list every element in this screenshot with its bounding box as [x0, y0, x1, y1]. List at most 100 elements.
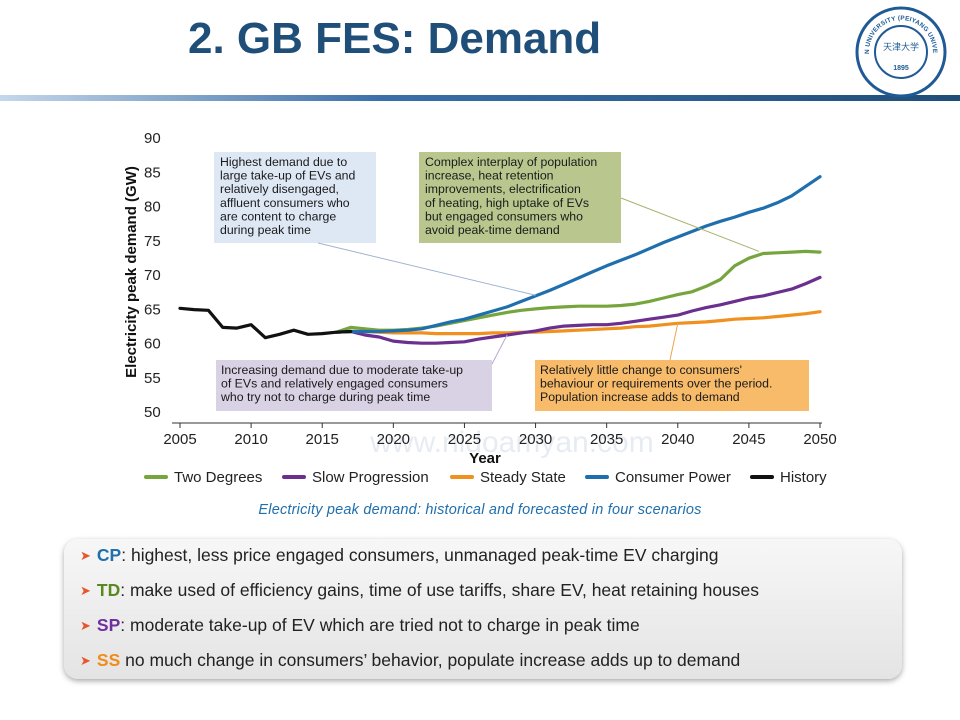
annotation-box	[214, 152, 376, 243]
arrow-bullet-icon: ➤	[80, 653, 91, 668]
annotation-line: avoid peak-time demand	[425, 223, 560, 237]
y-tick-label: 90	[144, 130, 161, 147]
axes: 50 55 60 65 70 75 80 85 90 2005 2010 2015 2020 2025 20…	[123, 130, 837, 467]
series-line-steady-state	[334, 310, 822, 336]
arrow-bullet-icon: ➤	[80, 618, 91, 633]
x-tick-label: 2015	[306, 431, 339, 448]
y-tick-label: 75	[144, 233, 161, 250]
annotation-line: improvements, electrification	[425, 182, 581, 196]
legend-item-consumer-power: Consumer Power	[585, 469, 731, 486]
annotation-line: Relatively little change to consumers'	[540, 363, 742, 377]
bullet-key-sp: SP	[96, 615, 121, 635]
x-tick-label: 2025	[448, 431, 481, 448]
title-divider	[0, 95, 960, 101]
legend-label: Two Degrees	[174, 469, 262, 486]
y-tick-label: 70	[144, 267, 161, 284]
x-tick-label: 2020	[377, 431, 410, 448]
annotation-leaders	[317, 197, 760, 365]
bullet-text-ss: no much change in consumers’ behavior, p…	[120, 650, 741, 670]
y-tick-label: 80	[144, 199, 161, 216]
annotation-line: during peak time	[220, 223, 311, 237]
arrow-bullet-icon: ➤	[80, 583, 91, 598]
bullet-text-sp: moderate take-up of EV which are tried n…	[125, 615, 640, 635]
legend-label: History	[780, 469, 827, 486]
demand-chart: www.nidoamyan.com Highest demand due tol…	[123, 130, 837, 486]
legend-item-history: History	[750, 469, 827, 486]
annotation-line: affluent consumers who	[220, 196, 350, 210]
legend-item-two-degrees: Two Degrees	[144, 469, 262, 486]
y-tick-label: 50	[144, 404, 161, 421]
bullet-sep-sp: :	[120, 615, 126, 635]
bullet-sep-cp: :	[121, 545, 127, 565]
y-tick-label: 65	[144, 301, 161, 318]
legend: Two Degrees Slow Progression Steady State C…	[144, 469, 827, 486]
x-tick-label: 2030	[519, 431, 552, 448]
annotation-complex: Complex interplay of populationincrease,…	[419, 152, 621, 243]
bullet-td: ➤ TD: make used of efficiency gains, time…	[80, 580, 759, 601]
x-tick-label: 2010	[234, 431, 267, 448]
legend-label: Steady State	[480, 469, 566, 486]
annotation-line: Increasing demand due to moderate take-u…	[221, 363, 463, 377]
chart-caption: Electricity peak demand: historical and …	[258, 502, 702, 518]
annotation-line: behaviour or requirements over the perio…	[540, 377, 772, 391]
annotation-little: Relatively little change to consumers'be…	[535, 360, 809, 411]
leader-complex	[620, 197, 760, 252]
x-axis-label: Year	[469, 450, 501, 467]
y-tick-label: 55	[144, 370, 161, 387]
y-tick-label: 85	[144, 164, 161, 181]
annotation-line: large take-up of EVs and	[220, 169, 356, 183]
leader-highest	[317, 242, 536, 296]
series-line-slow-progression	[334, 275, 822, 345]
logo-inner-ring	[874, 25, 928, 79]
y-axis-label: Electricity peak demand (GW)	[123, 166, 140, 378]
bullet-sp: ➤ SP: moderate take-up of EV which are tr…	[80, 615, 640, 636]
logo-chinese: 天津大学	[883, 41, 919, 53]
series-line-history	[178, 306, 353, 340]
x-tick-label: 2050	[803, 431, 836, 448]
bullet-text-cp: highest, less price engaged consumers, u…	[126, 545, 719, 565]
annotation-box	[216, 360, 492, 411]
series-line-consumer-power	[334, 175, 822, 334]
annotation-line: Highest demand due to	[220, 155, 347, 169]
annotation-box	[535, 360, 809, 411]
annotation-line: relatively disengaged,	[220, 182, 339, 196]
annotation-line: who try not to charge during peak time	[220, 390, 430, 404]
x-tick-label: 2035	[590, 431, 623, 448]
annotation-increasing: Increasing demand due to moderate take-u…	[216, 360, 492, 411]
bullet-key-cp: CP	[96, 545, 122, 565]
x-tick-label: 2045	[732, 431, 765, 448]
annotation-line: Population increase adds to demand	[540, 390, 740, 404]
university-logo: TIANJIN UNIVERSITY (PEIYANG UNIVERSITY) …	[855, 6, 947, 98]
annotation-line: increase, heat retention	[425, 169, 554, 183]
annotation-line: of EVs and relatively engaged consumers	[221, 377, 448, 391]
bullet-cp: ➤ CP: highest, less price engaged consume…	[80, 545, 719, 566]
leader-increasing	[491, 334, 508, 365]
slide-title: 2. GB FES: Demand	[188, 14, 602, 63]
annotation-line: are content to charge	[220, 209, 336, 223]
leader-little	[669, 323, 679, 361]
watermark-text: www.nidoamyan.com	[369, 426, 653, 459]
x-tick-label: 2040	[661, 431, 694, 448]
x-tick-label: 2005	[163, 431, 196, 448]
annotation-line: Complex interplay of population	[425, 155, 597, 169]
watermark: www.nidoamyan.com	[369, 426, 653, 459]
series-layer	[178, 175, 822, 345]
scenario-summary-box: ➤ CP: highest, less price engaged consume…	[64, 539, 902, 679]
bullet-ss: ➤ SS no much change in consumers’ behavio…	[80, 650, 740, 671]
annotation-line: of heating, high uptake of EVs	[425, 196, 589, 210]
bullet-text-td: make used of efficiency gains, time of u…	[125, 580, 760, 600]
legend-label: Consumer Power	[615, 469, 731, 486]
legend-item-steady-state: Steady State	[450, 469, 566, 486]
logo-year: 1895	[893, 65, 909, 72]
legend-item-slow-progression: Slow Progression	[282, 469, 429, 486]
legend-label: Slow Progression	[312, 469, 429, 486]
bullet-sep-td: :	[120, 580, 126, 600]
annotation-line: but engaged consumers who	[425, 209, 583, 223]
bullet-key-ss: SS	[96, 650, 121, 670]
bullet-key-td: TD	[96, 580, 121, 600]
arrow-bullet-icon: ➤	[80, 548, 91, 563]
y-tick-label: 60	[144, 336, 161, 353]
annotation-box	[419, 152, 621, 243]
